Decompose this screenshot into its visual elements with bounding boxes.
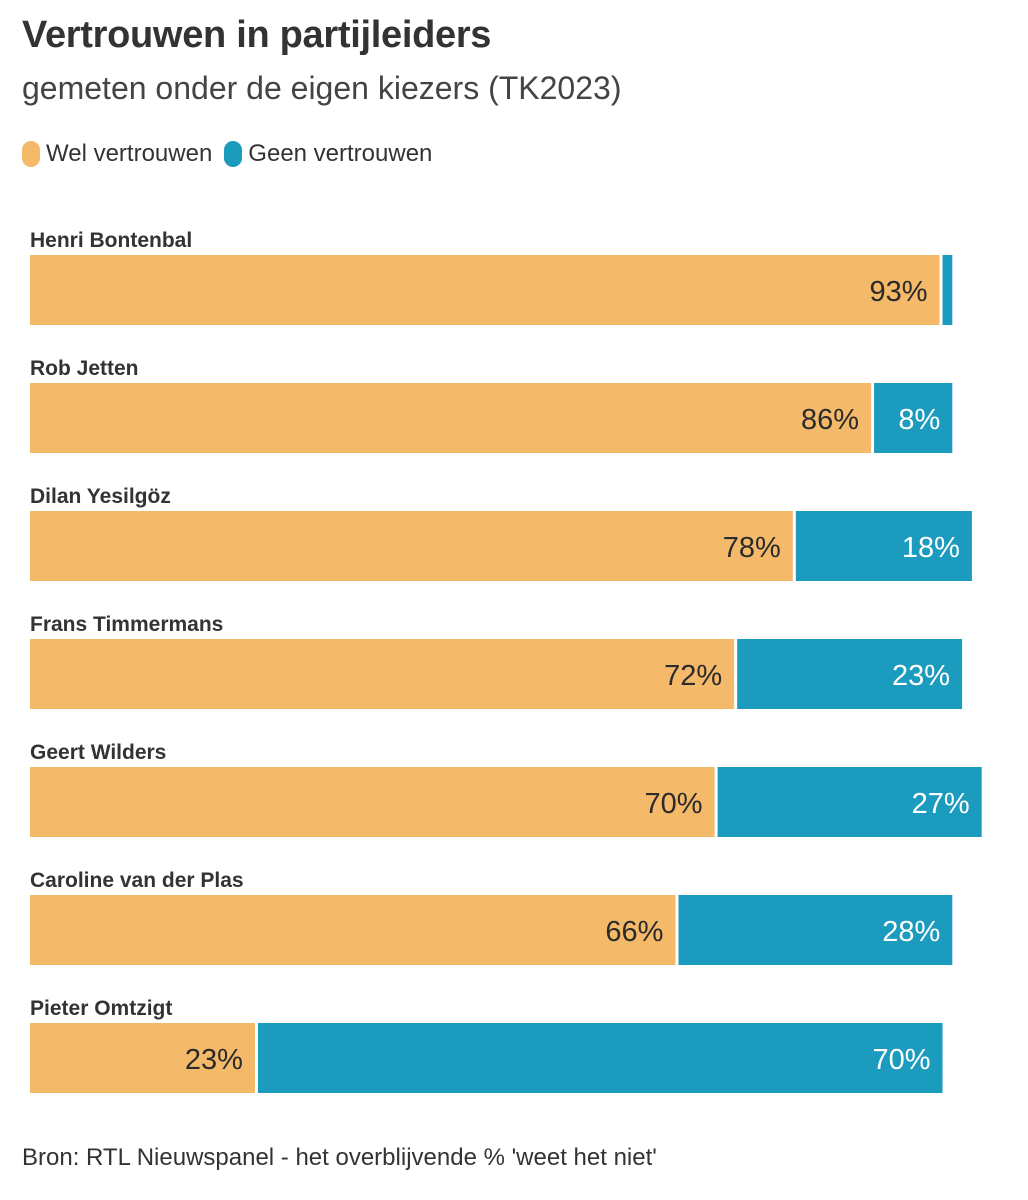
bar-geen-vertrouwen xyxy=(678,895,953,965)
legend-item-geen-vertrouwen: Geen vertrouwen xyxy=(224,140,432,168)
category-label: Frans Timmermans xyxy=(30,613,223,636)
chart-source: Bron: RTL Nieuwspanel - het overblijvend… xyxy=(22,1144,657,1171)
category-label: Pieter Omtzigt xyxy=(30,997,172,1020)
bar-wel-vertrouwen xyxy=(30,1023,255,1093)
bar-wel-vertrouwen xyxy=(30,895,676,965)
bar-wel-vertrouwen xyxy=(30,255,940,325)
category-label: Dilan Yesilgöz xyxy=(30,485,171,508)
data-label-geen-vertrouwen: 28% xyxy=(882,916,940,948)
data-label-wel-vertrouwen: 93% xyxy=(869,276,927,308)
data-label-wel-vertrouwen: 70% xyxy=(645,788,703,820)
legend-label-geen-vertrouwen: Geen vertrouwen xyxy=(248,140,433,167)
bar-wel-vertrouwen xyxy=(30,639,735,709)
legend-item-wel-vertrouwen: Wel vertrouwen xyxy=(22,140,212,168)
bar-geen-vertrouwen xyxy=(717,767,982,837)
legend-label-wel-vertrouwen: Wel vertrouwen xyxy=(46,140,213,167)
data-label-wel-vertrouwen: 66% xyxy=(605,916,663,948)
data-label-wel-vertrouwen: 23% xyxy=(185,1044,243,1076)
chart-subtitle: gemeten onder de eigen kiezers (TK2023) xyxy=(22,70,622,106)
data-label-wel-vertrouwen: 72% xyxy=(664,660,722,692)
bar-geen-vertrouwen xyxy=(942,255,953,325)
data-label-geen-vertrouwen: 8% xyxy=(898,404,940,436)
bar-geen-vertrouwen xyxy=(874,383,953,453)
chart-legend: Wel vertrouwen Geen vertrouwen xyxy=(22,140,444,168)
data-label-geen-vertrouwen: 18% xyxy=(902,532,960,564)
bar-geen-vertrouwen xyxy=(257,1023,943,1093)
data-label-wel-vertrouwen: 78% xyxy=(723,532,781,564)
legend-swatch-wel-vertrouwen xyxy=(22,141,40,167)
chart-title: Vertrouwen in partijleiders xyxy=(22,14,492,56)
category-label: Geert Wilders xyxy=(30,741,166,764)
bar-geen-vertrouwen xyxy=(795,511,972,581)
data-label-geen-vertrouwen: 27% xyxy=(912,788,970,820)
bar-wel-vertrouwen xyxy=(30,767,715,837)
bar-wel-vertrouwen xyxy=(30,383,872,453)
category-label: Rob Jetten xyxy=(30,357,139,380)
legend-swatch-geen-vertrouwen xyxy=(224,141,243,167)
data-label-wel-vertrouwen: 86% xyxy=(801,404,859,436)
data-label-geen-vertrouwen: 70% xyxy=(872,1044,930,1076)
category-label: Henri Bontenbal xyxy=(30,229,192,252)
category-label: Caroline van der Plas xyxy=(30,869,244,892)
stacked-bar-chart: Henri Bontenbal 93% Rob Jetten 86% 8% Dilan Y… xyxy=(30,229,982,1093)
data-label-geen-vertrouwen: 23% xyxy=(892,660,950,692)
bar-wel-vertrouwen xyxy=(30,511,793,581)
bar-geen-vertrouwen xyxy=(737,639,963,709)
